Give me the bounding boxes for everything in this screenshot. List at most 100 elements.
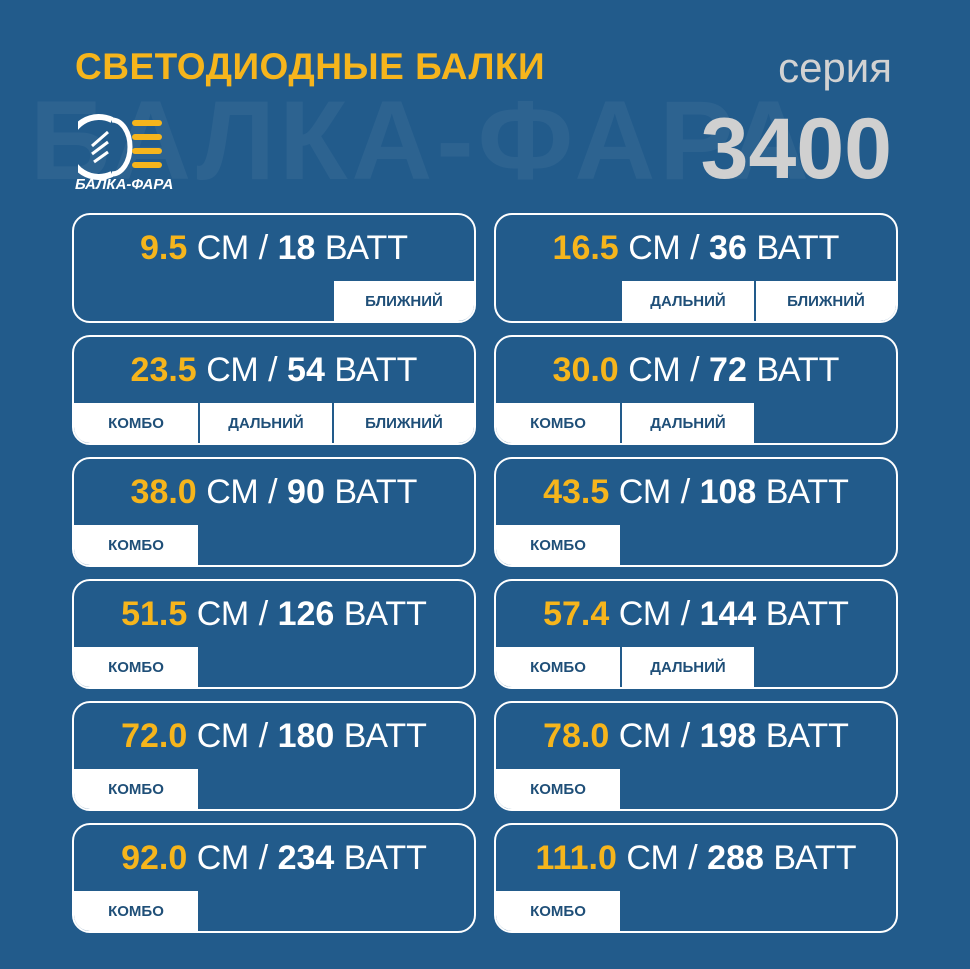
power-unit: ВАТТ bbox=[773, 839, 857, 877]
mode-tags: КОМБО bbox=[496, 891, 896, 931]
power-unit: ВАТТ bbox=[765, 595, 849, 633]
power-unit: ВАТТ bbox=[343, 595, 427, 633]
separator: / bbox=[680, 595, 691, 633]
length-unit: СМ bbox=[206, 351, 259, 389]
spec-line: 9.5 СМ / 18 ВАТТ bbox=[74, 229, 474, 268]
mode-tags: КОМБО bbox=[74, 525, 474, 565]
separator: / bbox=[258, 229, 269, 267]
empty-slot bbox=[74, 281, 198, 321]
spec-line: 111.0 СМ / 288 ВАТТ bbox=[496, 839, 896, 878]
power: 144 bbox=[699, 595, 757, 633]
spec-card: 51.5 СМ / 126 ВАТТ КОМБО bbox=[72, 579, 476, 689]
separator: / bbox=[258, 595, 269, 633]
empty-slot bbox=[200, 281, 332, 321]
mode-tag: ДАЛЬНИЙ bbox=[622, 281, 754, 321]
empty-slot bbox=[200, 525, 332, 565]
length: 111.0 bbox=[535, 839, 617, 877]
length: 51.5 bbox=[121, 595, 188, 633]
empty-slot bbox=[622, 891, 754, 931]
power: 18 bbox=[277, 229, 316, 267]
empty-slot bbox=[756, 769, 896, 809]
empty-slot bbox=[334, 525, 474, 565]
spec-card: 30.0 СМ / 72 ВАТТ КОМБО ДАЛЬНИЙ bbox=[494, 335, 898, 445]
spec-line: 16.5 СМ / 36 ВАТТ bbox=[496, 229, 896, 268]
spec-card: 9.5 СМ / 18 ВАТТ БЛИЖНИЙ bbox=[72, 213, 476, 323]
spec-line: 51.5 СМ / 126 ВАТТ bbox=[74, 595, 474, 634]
length-unit: СМ bbox=[206, 473, 259, 511]
power-unit: ВАТТ bbox=[334, 473, 418, 511]
power-unit: ВАТТ bbox=[765, 717, 849, 755]
mode-tag: КОМБО bbox=[74, 647, 198, 687]
title: СВЕТОДИОДНЫЕ БАЛКИ bbox=[75, 46, 546, 87]
empty-slot bbox=[200, 891, 332, 931]
empty-slot bbox=[200, 769, 332, 809]
mode-tags: КОМБО bbox=[74, 769, 474, 809]
length: 30.0 bbox=[552, 351, 619, 389]
power-unit: ВАТТ bbox=[756, 229, 840, 267]
mode-tags: КОМБО ДАЛЬНИЙ БЛИЖНИЙ bbox=[74, 403, 474, 443]
length: 43.5 bbox=[543, 473, 610, 511]
power: 90 bbox=[287, 473, 325, 511]
power-unit: ВАТТ bbox=[765, 473, 849, 511]
length-unit: СМ bbox=[626, 839, 679, 877]
length-unit: СМ bbox=[618, 717, 672, 755]
mode-tag: БЛИЖНИЙ bbox=[334, 403, 474, 443]
power: 180 bbox=[277, 717, 335, 755]
length: 78.0 bbox=[543, 717, 610, 755]
mode-tag: КОМБО bbox=[74, 525, 198, 565]
separator: / bbox=[258, 839, 269, 877]
length-unit: СМ bbox=[196, 595, 250, 633]
watermark: БАЛКА-ФАРА bbox=[30, 78, 814, 203]
spec-card: 38.0 СМ / 90 ВАТТ КОМБО bbox=[72, 457, 476, 567]
spec-card: 16.5 СМ / 36 ВАТТ ДАЛЬНИЙ БЛИЖНИЙ bbox=[494, 213, 898, 323]
power: 108 bbox=[699, 473, 757, 511]
mode-tags: ДАЛЬНИЙ БЛИЖНИЙ bbox=[496, 281, 896, 321]
mode-tag: КОМБО bbox=[74, 891, 198, 931]
mode-tag: КОМБО bbox=[496, 769, 620, 809]
power: 198 bbox=[699, 717, 757, 755]
empty-slot bbox=[622, 525, 754, 565]
power-unit: ВАТТ bbox=[334, 351, 418, 389]
length: 72.0 bbox=[121, 717, 188, 755]
spec-line: 38.0 СМ / 90 ВАТТ bbox=[74, 473, 474, 512]
separator: / bbox=[680, 717, 691, 755]
length-unit: СМ bbox=[628, 229, 681, 267]
mode-tags: КОМБО bbox=[74, 647, 474, 687]
length: 92.0 bbox=[121, 839, 188, 877]
mode-tag: КОМБО bbox=[496, 525, 620, 565]
power: 126 bbox=[277, 595, 335, 633]
series-label: серия bbox=[778, 44, 892, 91]
logo bbox=[78, 114, 162, 180]
length: 38.0 bbox=[130, 473, 197, 511]
spec-line: 72.0 СМ / 180 ВАТТ bbox=[74, 717, 474, 756]
length-unit: СМ bbox=[196, 717, 250, 755]
spec-card: 92.0 СМ / 234 ВАТТ КОМБО bbox=[72, 823, 476, 933]
power-unit: ВАТТ bbox=[343, 717, 427, 755]
power-unit: ВАТТ bbox=[756, 351, 840, 389]
power-unit: ВАТТ bbox=[343, 839, 427, 877]
mode-tag: КОМБО bbox=[496, 403, 620, 443]
power-unit: ВАТТ bbox=[324, 229, 408, 267]
empty-slot bbox=[334, 891, 474, 931]
spec-card: 23.5 СМ / 54 ВАТТ КОМБО ДАЛЬНИЙ БЛИЖНИЙ bbox=[72, 335, 476, 445]
separator: / bbox=[688, 839, 698, 877]
separator: / bbox=[690, 351, 700, 389]
empty-slot bbox=[756, 647, 896, 687]
spec-line: 57.4 СМ / 144 ВАТТ bbox=[496, 595, 896, 634]
separator: / bbox=[690, 229, 700, 267]
empty-slot bbox=[200, 647, 332, 687]
empty-slot bbox=[622, 769, 754, 809]
logo-text: БАЛКА-ФАРА bbox=[75, 176, 174, 193]
length-unit: СМ bbox=[618, 595, 672, 633]
power: 72 bbox=[709, 351, 747, 389]
empty-slot bbox=[756, 891, 896, 931]
empty-slot bbox=[756, 403, 896, 443]
spec-card: 72.0 СМ / 180 ВАТТ КОМБО bbox=[72, 701, 476, 811]
power: 288 bbox=[707, 839, 764, 877]
length: 23.5 bbox=[130, 351, 197, 389]
power: 36 bbox=[709, 229, 747, 267]
separator: / bbox=[268, 473, 278, 511]
mode-tag: КОМБО bbox=[496, 891, 620, 931]
separator: / bbox=[268, 351, 278, 389]
length: 9.5 bbox=[140, 229, 188, 267]
